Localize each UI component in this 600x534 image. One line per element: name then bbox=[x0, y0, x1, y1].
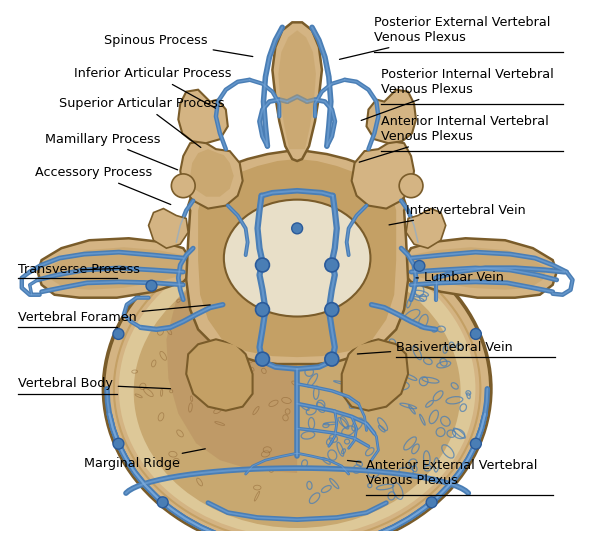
Circle shape bbox=[414, 261, 425, 271]
Polygon shape bbox=[278, 30, 316, 149]
Polygon shape bbox=[186, 151, 408, 364]
Polygon shape bbox=[38, 238, 196, 298]
Polygon shape bbox=[398, 238, 557, 298]
Text: Superior Articular Process: Superior Articular Process bbox=[59, 97, 225, 147]
Text: Transverse Process: Transverse Process bbox=[18, 263, 140, 277]
Polygon shape bbox=[352, 141, 414, 209]
Polygon shape bbox=[411, 247, 547, 290]
Text: Inferior Articular Process: Inferior Articular Process bbox=[74, 67, 232, 108]
Circle shape bbox=[325, 303, 339, 317]
Polygon shape bbox=[198, 159, 396, 357]
Polygon shape bbox=[342, 339, 408, 411]
Text: Mamillary Process: Mamillary Process bbox=[44, 133, 178, 170]
Text: Intervertebral Vein: Intervertebral Vein bbox=[389, 204, 526, 225]
Circle shape bbox=[256, 352, 269, 366]
Polygon shape bbox=[272, 22, 322, 161]
Text: Vertebral Body: Vertebral Body bbox=[18, 378, 170, 390]
Circle shape bbox=[172, 174, 195, 198]
Circle shape bbox=[470, 328, 481, 340]
Polygon shape bbox=[47, 247, 183, 290]
Text: Posterior Internal Vertebral
Venous Plexus: Posterior Internal Vertebral Venous Plex… bbox=[361, 68, 554, 121]
Ellipse shape bbox=[104, 225, 490, 534]
Polygon shape bbox=[406, 209, 446, 248]
Text: Accessory Process: Accessory Process bbox=[35, 167, 171, 205]
Circle shape bbox=[399, 174, 423, 198]
Circle shape bbox=[325, 352, 339, 366]
Polygon shape bbox=[186, 339, 253, 411]
Text: Vertebral Foramen: Vertebral Foramen bbox=[18, 305, 210, 324]
Circle shape bbox=[157, 497, 168, 508]
Ellipse shape bbox=[224, 200, 370, 317]
Circle shape bbox=[325, 258, 339, 272]
Circle shape bbox=[146, 280, 157, 291]
Polygon shape bbox=[149, 209, 188, 248]
Polygon shape bbox=[367, 90, 416, 143]
Text: Posterior External Vertebral
Venous Plexus: Posterior External Vertebral Venous Plex… bbox=[340, 16, 551, 59]
Circle shape bbox=[470, 438, 481, 449]
Text: Lumbar Vein: Lumbar Vein bbox=[416, 271, 504, 285]
Circle shape bbox=[256, 258, 269, 272]
Circle shape bbox=[426, 497, 437, 508]
Text: Marginal Ridge: Marginal Ridge bbox=[84, 449, 205, 469]
Text: Anterior Internal Vertebral
Venous Plexus: Anterior Internal Vertebral Venous Plexu… bbox=[359, 115, 549, 162]
Circle shape bbox=[113, 438, 124, 449]
Circle shape bbox=[256, 303, 269, 317]
Circle shape bbox=[292, 223, 302, 234]
Polygon shape bbox=[166, 245, 297, 473]
Circle shape bbox=[113, 328, 124, 340]
Ellipse shape bbox=[119, 240, 475, 534]
Text: Anterior External Vertebral
Venous Plexus: Anterior External Vertebral Venous Plexu… bbox=[347, 459, 538, 487]
Text: Spinous Process: Spinous Process bbox=[104, 34, 253, 57]
Ellipse shape bbox=[134, 256, 461, 528]
Polygon shape bbox=[180, 141, 242, 209]
Text: Basivertebral Vein: Basivertebral Vein bbox=[358, 341, 513, 354]
Polygon shape bbox=[178, 90, 228, 143]
Polygon shape bbox=[190, 149, 234, 197]
